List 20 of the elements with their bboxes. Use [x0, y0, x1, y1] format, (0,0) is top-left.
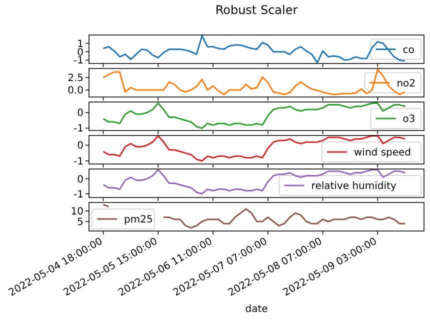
x-axis-title: date — [245, 304, 268, 315]
y-tick-label: 0 — [77, 174, 84, 186]
legend-label: co — [402, 44, 414, 56]
y-tick-label: -1 — [74, 189, 84, 200]
y-tick-label: -1 — [74, 124, 84, 135]
legend-label: relative humidity — [311, 181, 396, 192]
y-tick-label: 5 — [77, 217, 84, 228]
y-tick-label: 0 — [77, 140, 84, 152]
legend-label: no2 — [396, 78, 416, 90]
line-series — [102, 169, 406, 194]
y-tick-label: 2.5 — [68, 73, 84, 84]
legend-label: pm25 — [124, 214, 153, 226]
y-tick-label: -1 — [74, 56, 84, 67]
y-tick-label: 0 — [77, 108, 84, 120]
y-tick-label: 0.0 — [68, 86, 84, 96]
legend-label: o3 — [402, 114, 416, 125]
legend-label: wind speed — [354, 148, 412, 158]
y-tick-label: 10 — [70, 206, 84, 218]
y-tick-label: -1 — [74, 156, 84, 168]
chart-title: Robust Scaler — [215, 3, 298, 17]
